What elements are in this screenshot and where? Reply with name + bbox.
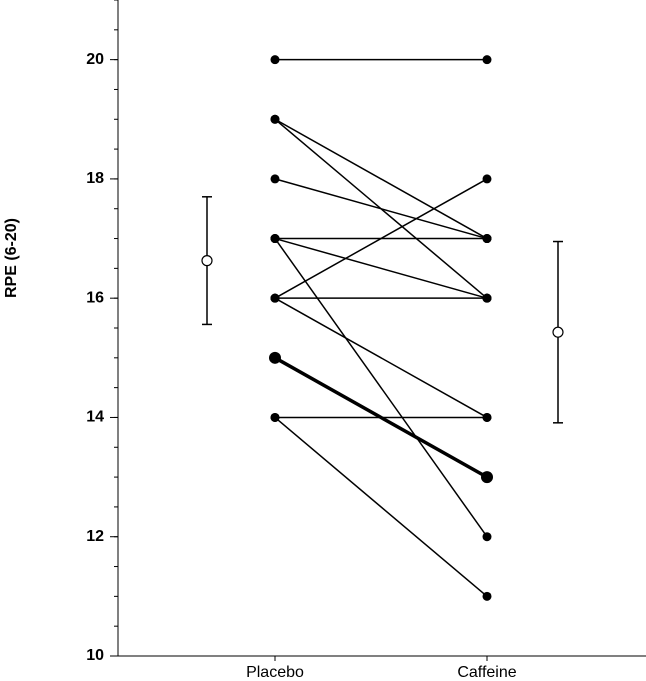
point [270,412,280,422]
pair-line [274,118,488,240]
y-tick-label: 14 [86,409,104,426]
point [482,412,492,422]
point [481,471,493,484]
point [269,351,281,364]
y-tick-label: 18 [86,170,104,187]
point [482,174,492,184]
pair-line [274,238,488,538]
x-tick-label: Placebo [246,664,304,681]
point [270,293,280,303]
y-axis-label: RPE (6-20) [3,218,20,298]
x-tick-label: Caffeine [457,664,516,681]
mean-marker [552,326,564,338]
y-tick-label: 16 [86,289,104,306]
pair-line [274,237,488,299]
point [270,55,280,65]
point [482,532,492,542]
pair-line [274,297,488,419]
pair-line [274,178,488,240]
y-tick-label: 10 [86,647,104,664]
point [482,293,492,303]
y-tick-label: 12 [86,528,104,545]
pair-line [274,416,488,597]
point [270,114,280,124]
y-tick-label: 20 [86,51,104,68]
point [482,55,492,65]
point [270,234,280,244]
pair-line [274,178,488,299]
point [482,591,492,601]
point [270,174,280,184]
mean-marker [201,255,213,267]
point [482,234,492,244]
